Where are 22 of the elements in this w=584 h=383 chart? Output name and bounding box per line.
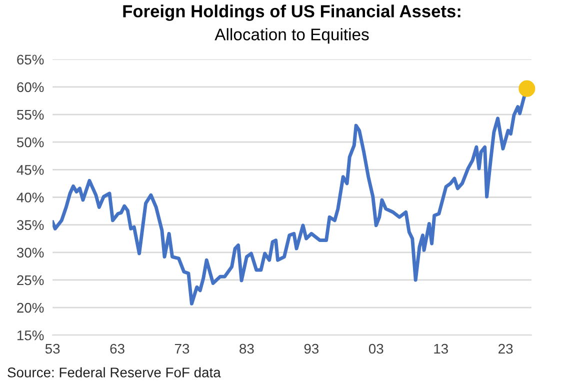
source-note: Source: Federal Reserve FoF data	[8, 367, 221, 378]
y-tick-label: 15%	[17, 330, 44, 340]
y-tick-label: 35%	[16, 220, 44, 230]
x-tick-label: 03	[368, 344, 384, 354]
y-tick-label: 30%	[16, 248, 44, 258]
chart-subtitle: Allocation to Equities	[214, 28, 369, 44]
y-tick-label: 65%	[17, 54, 44, 65]
y-tick-label: 20%	[17, 302, 44, 313]
y-tick-label: 50%	[16, 137, 44, 148]
x-tick-label: 53	[45, 344, 60, 354]
y-tick-label: 40%	[16, 192, 44, 202]
y-tick-label: 45%	[16, 165, 44, 175]
x-tick-label: 23	[498, 344, 513, 354]
x-tick-label: 83	[240, 344, 254, 354]
chart-title: Foreign Holdings of US Financial Assets:	[123, 4, 460, 21]
x-tick-label: 93	[304, 344, 319, 354]
y-tick-label: 60%	[17, 82, 44, 92]
x-tick-label: 63	[110, 344, 124, 354]
x-tick-label: 13	[434, 344, 448, 354]
y-tick-label: 55%	[16, 110, 44, 120]
y-tick-label: 25%	[17, 275, 44, 286]
x-tick-label: 73	[174, 344, 190, 354]
